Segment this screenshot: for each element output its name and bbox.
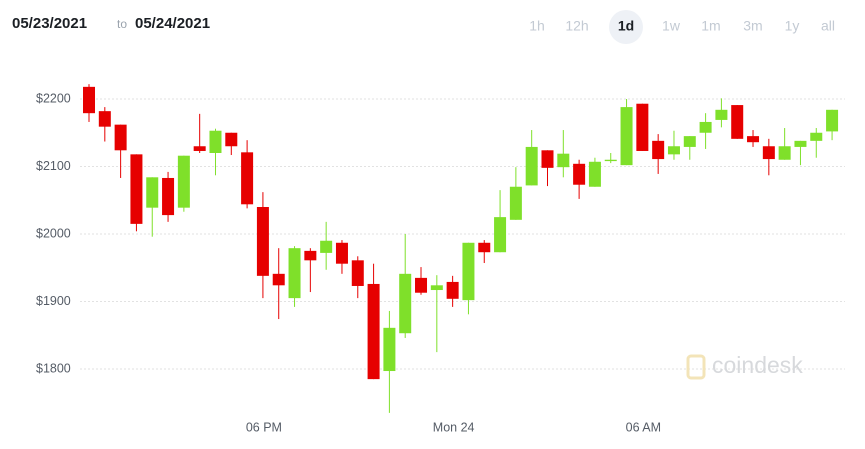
candle-body (272, 273, 285, 286)
candle-body (699, 121, 712, 133)
candle-body (241, 152, 254, 205)
candles (83, 84, 839, 413)
candle-body (162, 177, 175, 216)
candle-body (557, 153, 570, 168)
candle-body (573, 163, 586, 185)
candle-body (415, 277, 428, 293)
candle-body (304, 250, 317, 261)
y-tick-label: $2200 (36, 91, 71, 105)
candle-body (288, 248, 301, 299)
date-to: 05/24/2021 (135, 15, 210, 32)
candle-body (320, 240, 333, 253)
range-button[interactable]: 12h (565, 18, 588, 34)
candle-body (667, 146, 680, 155)
candle-body (383, 327, 396, 372)
x-tick-label: 06 PM (246, 420, 282, 434)
candle-body (462, 242, 475, 301)
range-button[interactable]: 3m (743, 18, 762, 34)
watermark-text: coindesk (712, 352, 803, 378)
candle-body (652, 140, 665, 160)
candle-body (810, 132, 823, 141)
candle-body (367, 283, 380, 380)
candle-body (541, 150, 554, 168)
candle-body (114, 124, 127, 151)
candle-body (335, 242, 348, 264)
candle-body (604, 159, 617, 162)
candle-body (683, 136, 696, 147)
range-button[interactable]: all (821, 18, 835, 34)
x-axis: 06 PM Mon 24 06 AM (246, 420, 661, 434)
y-tick-label: $1800 (36, 361, 71, 375)
grid: $1800 $1900 $2000 $2100 $2200 (36, 91, 845, 375)
candle-body (430, 285, 443, 291)
candle-body (588, 161, 601, 187)
candle-body (98, 111, 111, 127)
candle-body (225, 132, 238, 147)
candle-body (509, 186, 522, 220)
watermark-icon (686, 354, 706, 380)
candle-body (747, 136, 760, 143)
range-button[interactable]: 1m (701, 18, 720, 34)
x-tick-label: 06 AM (626, 420, 661, 434)
candle-body (351, 260, 364, 286)
candle-body (636, 103, 649, 151)
candle-body (826, 109, 839, 132)
range-button[interactable]: 1y (785, 18, 800, 34)
candle-body (83, 86, 96, 114)
candle-body (762, 146, 775, 160)
active-range-bg (609, 10, 643, 44)
date-separator: to (117, 17, 127, 31)
candle-body (778, 146, 791, 160)
candle-body (177, 155, 190, 208)
candle-body (494, 217, 507, 253)
candle-body (209, 130, 222, 153)
candle-body (478, 242, 491, 253)
watermark: coindesk (686, 352, 803, 380)
candle-body (130, 154, 143, 224)
candle-body (794, 140, 807, 147)
candle-body (146, 177, 159, 208)
y-tick-label: $1900 (36, 294, 71, 308)
range-button[interactable]: 1h (529, 18, 545, 34)
range-button[interactable]: 1d (618, 18, 634, 34)
date-from: 05/23/2021 (12, 15, 87, 32)
candle-body (731, 105, 744, 139)
x-tick-label: Mon 24 (433, 420, 475, 434)
range-buttons: 1h 12h 1d 1w 1m 3m 1y all (529, 10, 835, 44)
candle-body (256, 207, 269, 276)
candle-body (525, 146, 538, 186)
candle-body (193, 146, 206, 151)
y-tick-label: $2000 (36, 226, 71, 240)
y-tick-label: $2100 (36, 159, 71, 173)
candle-body (620, 107, 633, 166)
candle-body (446, 281, 459, 299)
range-button[interactable]: 1w (662, 18, 681, 34)
candle-body (399, 273, 412, 334)
candle-body (715, 109, 728, 120)
